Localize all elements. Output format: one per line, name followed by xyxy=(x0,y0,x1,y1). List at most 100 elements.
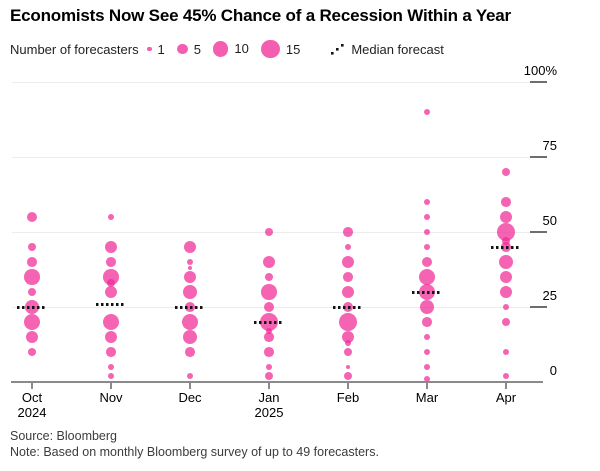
x-axis-sublabel: 2024 xyxy=(17,405,47,420)
forecast-bubble xyxy=(421,256,433,268)
forecast-bubble xyxy=(502,303,510,311)
forecast-bubble xyxy=(106,278,116,288)
forecast-bubble xyxy=(27,347,37,357)
forecast-bubble xyxy=(344,243,352,251)
forecast-bubble xyxy=(23,313,41,331)
y-axis-label: 50 xyxy=(542,213,557,228)
forecast-bubble xyxy=(107,363,115,371)
median-forecast-marker xyxy=(333,305,363,309)
x-axis-tick xyxy=(31,383,33,389)
legend-size-value: 1 xyxy=(157,41,165,57)
legend-median-item: Median forecast xyxy=(330,42,444,57)
forecast-bubble xyxy=(265,363,273,371)
x-axis-label: Jan xyxy=(258,390,280,405)
forecast-bubble xyxy=(104,240,118,254)
forecast-bubble xyxy=(501,236,511,246)
y-axis-label: 25 xyxy=(542,288,557,303)
forecast-bubble xyxy=(106,347,116,357)
forecast-bubble xyxy=(501,317,511,327)
bubble-size-5-icon xyxy=(176,43,188,55)
forecast-bubble xyxy=(261,284,277,300)
forecast-bubble xyxy=(183,330,197,344)
forecast-bubble xyxy=(183,270,196,283)
x-axis-label: Feb xyxy=(336,390,360,405)
forecast-bubble xyxy=(343,272,353,282)
x-axis-tick xyxy=(110,383,112,389)
forecast-bubble xyxy=(186,258,194,266)
legend: Number of forecasters 1 5 10 15 Median f… xyxy=(10,38,444,60)
forecast-bubble xyxy=(265,327,273,335)
forecast-bubble xyxy=(187,265,193,271)
y-axis-label: 0 xyxy=(549,363,557,378)
x-axis-tick xyxy=(268,383,270,389)
forecast-bubble xyxy=(104,285,118,299)
legend-size-item: 5 xyxy=(176,41,201,57)
forecast-bubble xyxy=(262,255,275,268)
median-forecast-marker xyxy=(17,305,47,309)
y-axis-tick xyxy=(530,156,547,158)
note-text: Note: Based on monthly Bloomberg survey … xyxy=(10,445,379,459)
x-axis-tick xyxy=(189,383,191,389)
forecast-bubble xyxy=(181,313,199,331)
forecast-bubble xyxy=(26,211,38,223)
bubble-size-10-icon xyxy=(212,41,229,57)
forecast-bubble xyxy=(341,285,354,298)
x-axis-label: Nov xyxy=(99,390,123,405)
forecast-bubble xyxy=(423,333,431,341)
forecast-bubble xyxy=(27,257,37,267)
x-axis-line xyxy=(11,381,543,383)
legend-size-value: 5 xyxy=(193,41,201,57)
forecast-bubble xyxy=(502,372,510,380)
x-axis-tick xyxy=(426,383,428,389)
forecast-bubble xyxy=(183,285,197,299)
forecast-bubble xyxy=(345,364,351,370)
y-axis-label: 75 xyxy=(542,138,557,153)
median-forecast-marker xyxy=(491,245,521,249)
legend-size-item: 1 xyxy=(146,41,165,57)
forecast-bubble xyxy=(104,330,118,344)
forecast-bubble xyxy=(343,347,353,357)
forecast-bubble xyxy=(27,287,37,297)
gridline xyxy=(12,157,543,158)
gridline xyxy=(12,82,543,83)
source-text: Source: Bloomberg xyxy=(10,429,118,443)
x-axis-label: Oct xyxy=(21,390,43,405)
forecast-bubble xyxy=(24,269,40,285)
bubble-size-1-icon xyxy=(146,46,152,52)
y-axis-tick xyxy=(530,81,547,83)
forecast-bubble xyxy=(502,348,510,356)
legend-median-label: Median forecast xyxy=(351,41,444,57)
bubble-size-15-icon xyxy=(260,39,280,59)
legend-size-item: 15 xyxy=(260,39,300,59)
forecast-bubble xyxy=(102,313,120,331)
x-axis-tick xyxy=(505,383,507,389)
x-axis-label: Apr xyxy=(495,390,517,405)
forecast-bubble xyxy=(341,255,354,268)
forecast-bubble xyxy=(423,108,431,116)
forecast-bubble xyxy=(422,317,432,327)
forecast-bubble xyxy=(344,339,352,347)
forecast-bubble xyxy=(501,167,511,177)
forecast-bubble xyxy=(263,301,275,313)
x-axis-label: Dec xyxy=(178,390,202,405)
forecast-bubble xyxy=(264,347,274,357)
forecast-bubble xyxy=(264,227,274,237)
x-axis-sublabel: 2025 xyxy=(254,405,284,420)
forecast-bubble xyxy=(25,330,38,343)
forecast-bubble xyxy=(423,375,431,383)
forecast-bubble xyxy=(343,371,353,381)
legend-label: Number of forecasters xyxy=(10,41,139,57)
forecast-bubble xyxy=(419,299,435,315)
forecast-bubble xyxy=(264,272,274,282)
median-dotted-line-icon xyxy=(331,43,344,55)
forecast-bubble xyxy=(499,285,512,298)
x-axis-tick xyxy=(347,383,349,389)
legend-size-value: 10 xyxy=(234,41,249,57)
forecast-bubble xyxy=(423,243,431,251)
median-forecast-marker xyxy=(412,290,442,294)
forecast-bubble xyxy=(185,347,195,357)
forecast-bubble xyxy=(107,213,115,221)
forecast-bubble xyxy=(423,213,431,221)
forecast-bubble xyxy=(496,222,516,242)
